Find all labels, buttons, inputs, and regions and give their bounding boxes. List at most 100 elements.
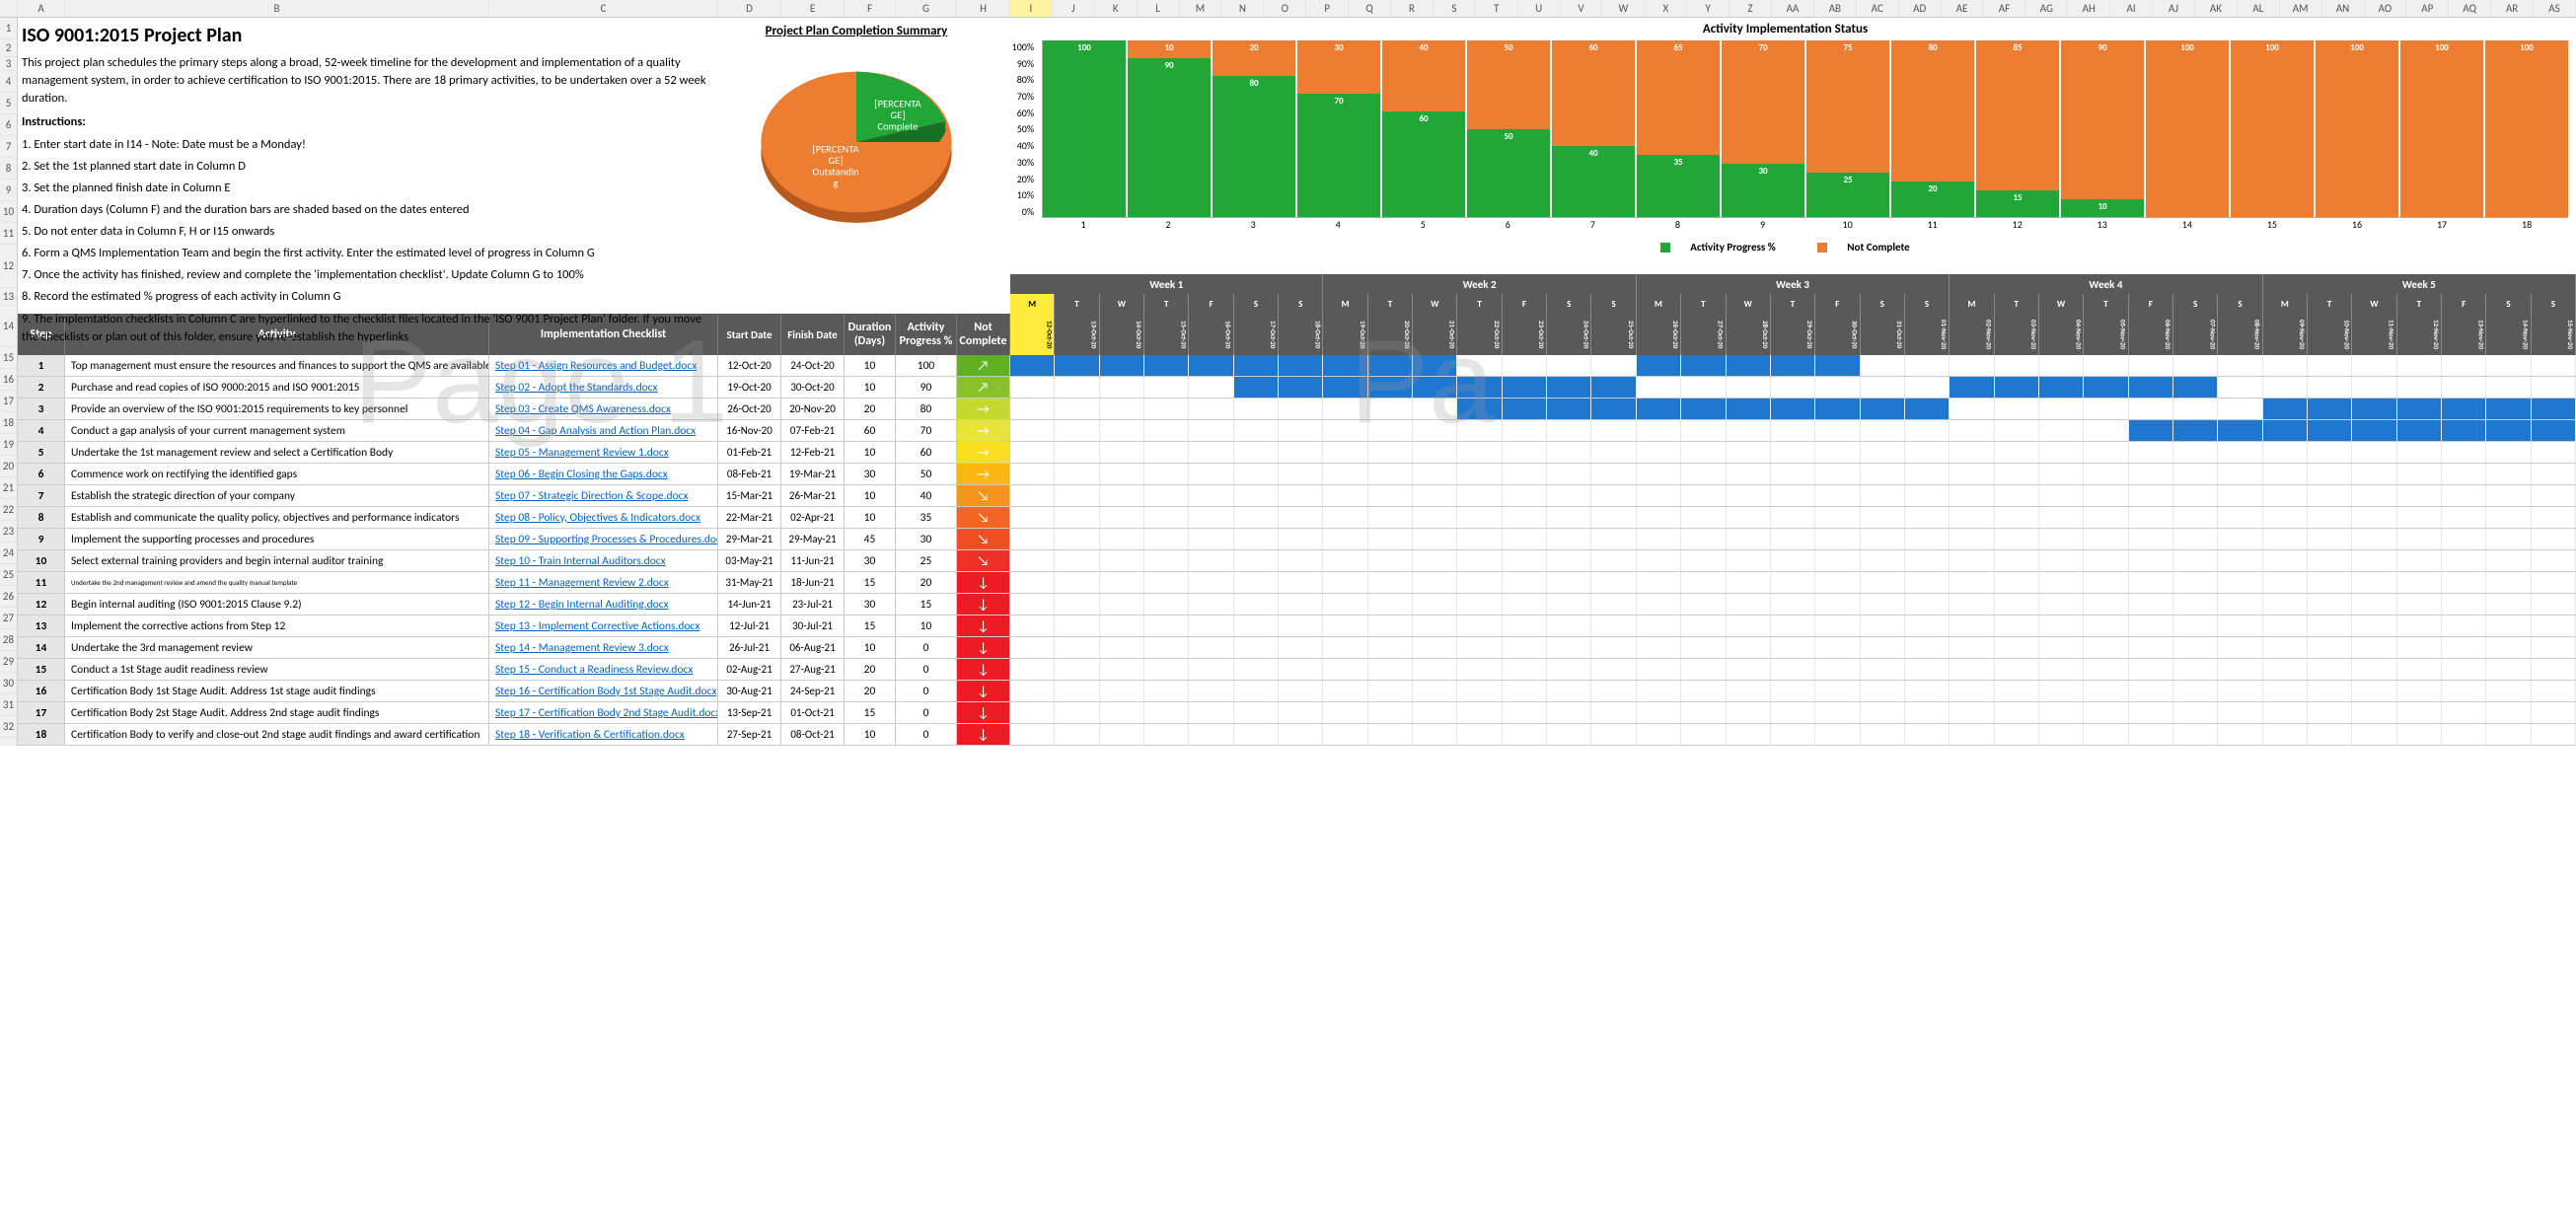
gantt-cell[interactable]: [1010, 420, 1055, 441]
gantt-cell[interactable]: [1950, 724, 1994, 745]
gantt-cell[interactable]: [1547, 724, 1591, 745]
col-header-R[interactable]: R: [1391, 0, 1434, 17]
gantt-cell[interactable]: [2129, 550, 2173, 571]
gantt-cell[interactable]: [1457, 616, 1502, 636]
gantt-cell[interactable]: [1503, 702, 1547, 723]
gantt-cell[interactable]: [2084, 399, 2128, 419]
cell-finish[interactable]: 19-Mar-21: [781, 464, 845, 484]
gantt-cell[interactable]: [1727, 681, 1771, 701]
row-header-30[interactable]: 30: [0, 673, 17, 694]
cell-progress[interactable]: 0: [896, 702, 957, 723]
gantt-cell[interactable]: [2039, 681, 2084, 701]
cell-progress[interactable]: 60: [896, 442, 957, 463]
gantt-cell[interactable]: [2039, 507, 2084, 528]
gantt-cell[interactable]: [1995, 681, 2039, 701]
gantt-cell[interactable]: [1815, 485, 1860, 506]
gantt-cell[interactable]: [1323, 702, 1367, 723]
gantt-cell[interactable]: [2486, 529, 2531, 549]
gantt-cell[interactable]: [1950, 485, 1994, 506]
col-header-AP[interactable]: AP: [2406, 0, 2449, 17]
gantt-cell[interactable]: [2532, 724, 2576, 745]
gantt-cell[interactable]: [1591, 507, 1636, 528]
col-header-X[interactable]: X: [1645, 0, 1687, 17]
gantt-cell[interactable]: [2442, 464, 2486, 484]
gantt-cell[interactable]: [1055, 681, 1099, 701]
cell-progress[interactable]: 30: [896, 529, 957, 549]
gantt-cell[interactable]: [1100, 637, 1144, 658]
gantt-cell[interactable]: [1950, 594, 1994, 615]
cell-step[interactable]: 13: [18, 616, 65, 636]
gantt-cell[interactable]: [2352, 420, 2396, 441]
gantt-cell[interactable]: [2084, 572, 2128, 593]
gantt-cell[interactable]: [1905, 355, 1950, 376]
gantt-cell[interactable]: [1323, 399, 1367, 419]
gantt-cell[interactable]: [2173, 702, 2218, 723]
gantt-cell[interactable]: [2084, 507, 2128, 528]
gantt-cell[interactable]: [1323, 464, 1367, 484]
gantt-cell[interactable]: [2129, 637, 2173, 658]
gantt-cell[interactable]: [2308, 355, 2352, 376]
gantt-cell[interactable]: [1950, 681, 1994, 701]
gantt-cell[interactable]: [1950, 550, 1994, 571]
gantt-cell[interactable]: [2397, 464, 2442, 484]
gantt-cell[interactable]: [1861, 659, 1905, 680]
row-header-15[interactable]: 15: [0, 347, 17, 369]
gantt-cell[interactable]: [1503, 572, 1547, 593]
gantt-cell[interactable]: [1234, 529, 1279, 549]
gantt-cell[interactable]: [1591, 485, 1636, 506]
gantt-cell[interactable]: [1055, 485, 1099, 506]
gantt-cell[interactable]: [1547, 550, 1591, 571]
gantt-cell[interactable]: [1144, 507, 1189, 528]
gantt-cell[interactable]: [2442, 355, 2486, 376]
gantt-cell[interactable]: [2532, 420, 2576, 441]
gantt-cell[interactable]: [2352, 507, 2396, 528]
gantt-cell[interactable]: [1100, 442, 1144, 463]
gantt-cell[interactable]: [2263, 659, 2308, 680]
gantt-cell[interactable]: [1100, 377, 1144, 398]
gantt-cell[interactable]: [2173, 550, 2218, 571]
gantt-cell[interactable]: [2532, 529, 2576, 549]
row-header-22[interactable]: 22: [0, 499, 17, 521]
col-header-G[interactable]: G: [896, 0, 957, 17]
gantt-cell[interactable]: [1368, 616, 1413, 636]
gantt-cell[interactable]: [1547, 485, 1591, 506]
checklist-link[interactable]: Step 16 - Certification Body 1st Stage A…: [495, 685, 716, 698]
row-header-14[interactable]: 14: [0, 306, 17, 347]
gantt-cell[interactable]: [2218, 529, 2262, 549]
gantt-cell[interactable]: [1591, 724, 1636, 745]
gantt-cell[interactable]: [2532, 659, 2576, 680]
gantt-cell[interactable]: [1681, 507, 1726, 528]
gantt-cell[interactable]: [2084, 529, 2128, 549]
row-header-11[interactable]: 11: [0, 223, 17, 245]
gantt-cell[interactable]: [1771, 355, 1815, 376]
cell-activity[interactable]: Purchase and read copies of ISO 9000:201…: [65, 377, 489, 398]
gantt-cell[interactable]: [1637, 659, 1681, 680]
cell-duration[interactable]: 10: [845, 507, 896, 528]
cell-duration[interactable]: 20: [845, 681, 896, 701]
gantt-cell[interactable]: [1815, 464, 1860, 484]
gantt-cell[interactable]: [2263, 681, 2308, 701]
gantt-cell[interactable]: [1457, 594, 1502, 615]
cell-progress[interactable]: 0: [896, 681, 957, 701]
cell-checklist[interactable]: Step 08 - Policy, Objectives & Indicator…: [489, 507, 718, 528]
gantt-cell[interactable]: [1503, 442, 1547, 463]
gantt-cell[interactable]: [2486, 572, 2531, 593]
gantt-cell[interactable]: [2129, 616, 2173, 636]
cell-not-complete[interactable]: ↓: [957, 572, 1010, 593]
gantt-cell[interactable]: [2308, 485, 2352, 506]
cell-duration[interactable]: 20: [845, 659, 896, 680]
gantt-cell[interactable]: [1591, 594, 1636, 615]
gantt-cell[interactable]: [2129, 420, 2173, 441]
col-header-S[interactable]: S: [1434, 0, 1476, 17]
gantt-cell[interactable]: [2039, 485, 2084, 506]
gantt-cell[interactable]: [1995, 659, 2039, 680]
gantt-cell[interactable]: [1815, 681, 1860, 701]
gantt-cell[interactable]: [1457, 724, 1502, 745]
gantt-cell[interactable]: [1547, 442, 1591, 463]
gantt-cell[interactable]: [1637, 442, 1681, 463]
row-header-26[interactable]: 26: [0, 586, 17, 608]
cell-progress[interactable]: 40: [896, 485, 957, 506]
gantt-cell[interactable]: [1323, 485, 1367, 506]
gantt-cell[interactable]: [2263, 442, 2308, 463]
gantt-cell[interactable]: [1144, 637, 1189, 658]
